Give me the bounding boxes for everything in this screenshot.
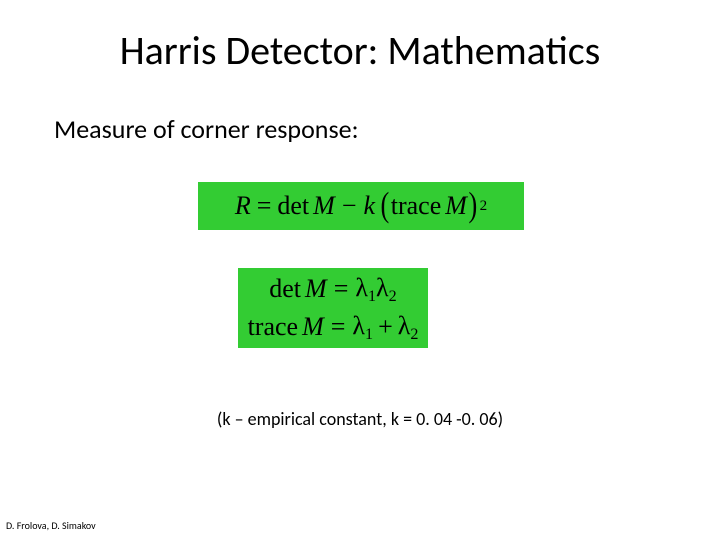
sym-l3: λ1	[352, 311, 373, 344]
sym-k: k	[364, 191, 376, 221]
sym-minus: −	[342, 191, 357, 221]
op-det2: det	[269, 274, 301, 304]
sym-eq: =	[257, 191, 272, 221]
footnote: (k – empirical constant, k = 0. 04 -0. 0…	[0, 408, 720, 430]
sym-M1: M	[313, 191, 335, 221]
sym-R: R	[235, 191, 251, 221]
sym-eq3: =	[331, 312, 346, 342]
sym-l2: λ2	[376, 273, 397, 306]
sym-M3: M	[305, 274, 327, 304]
sym-lparen: (	[381, 185, 390, 225]
subtitle: Measure of corner response:	[54, 113, 359, 145]
sym-l4: λ2	[398, 311, 419, 344]
sym-plus: +	[378, 312, 393, 342]
sym-M2: M	[445, 191, 467, 221]
sym-eq2: =	[334, 274, 349, 304]
sym-rparen: )	[468, 185, 477, 225]
equation-det-trace: det M = λ1 λ2 trace M = λ1 + λ2	[238, 268, 428, 348]
attribution: D. Frolova, D. Simakov	[6, 519, 96, 532]
slide: Harris Detector: Mathematics Measure of …	[0, 0, 720, 540]
op-trace2: trace	[248, 312, 299, 342]
sym-l1: λ1	[355, 273, 376, 306]
sym-M4: M	[302, 312, 324, 342]
equation-response: R = det M − k ( trace M ) 2	[198, 182, 524, 230]
op-trace: trace	[391, 191, 442, 221]
sym-sq: 2	[480, 198, 488, 215]
op-det: det	[277, 191, 309, 221]
page-title: Harris Detector: Mathematics	[0, 26, 720, 75]
